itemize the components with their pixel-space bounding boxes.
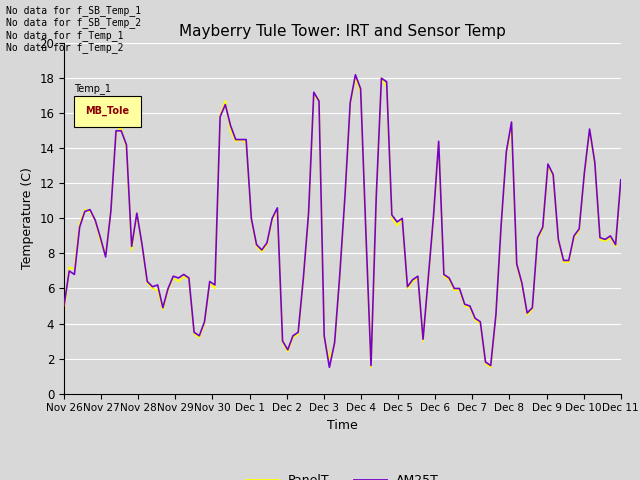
- PanelT: [549, 173, 557, 179]
- PanelT: [617, 179, 625, 184]
- AM25T: [351, 72, 359, 78]
- PanelT: [560, 259, 568, 265]
- AM25T: [148, 284, 156, 289]
- Text: No data for f_SB_Temp_1
No data for f_SB_Temp_2
No data for f_Temp_1
No data for: No data for f_SB_Temp_1 No data for f_SB…: [6, 5, 141, 53]
- PanelT: [351, 75, 359, 81]
- Text: MB_Tole: MB_Tole: [86, 106, 129, 117]
- AM25T: [617, 177, 625, 183]
- PanelT: [513, 263, 520, 269]
- PanelT: [148, 286, 156, 291]
- AM25T: [549, 172, 557, 178]
- Text: Temp_1: Temp_1: [74, 83, 111, 94]
- PanelT: [60, 310, 68, 316]
- AM25T: [326, 364, 333, 370]
- X-axis label: Time: Time: [327, 419, 358, 432]
- Y-axis label: Temperature (C): Temperature (C): [20, 168, 34, 269]
- Line: AM25T: AM25T: [64, 75, 621, 367]
- AM25T: [117, 128, 125, 133]
- AM25T: [513, 261, 520, 267]
- PanelT: [367, 364, 375, 370]
- PanelT: [117, 124, 125, 130]
- Line: PanelT: PanelT: [64, 78, 621, 367]
- PanelT: [321, 335, 328, 340]
- Title: Mayberry Tule Tower: IRT and Sensor Temp: Mayberry Tule Tower: IRT and Sensor Temp: [179, 24, 506, 39]
- AM25T: [560, 258, 568, 264]
- AM25T: [321, 333, 328, 339]
- AM25T: [60, 303, 68, 309]
- Legend: PanelT, AM25T: PanelT, AM25T: [241, 469, 444, 480]
